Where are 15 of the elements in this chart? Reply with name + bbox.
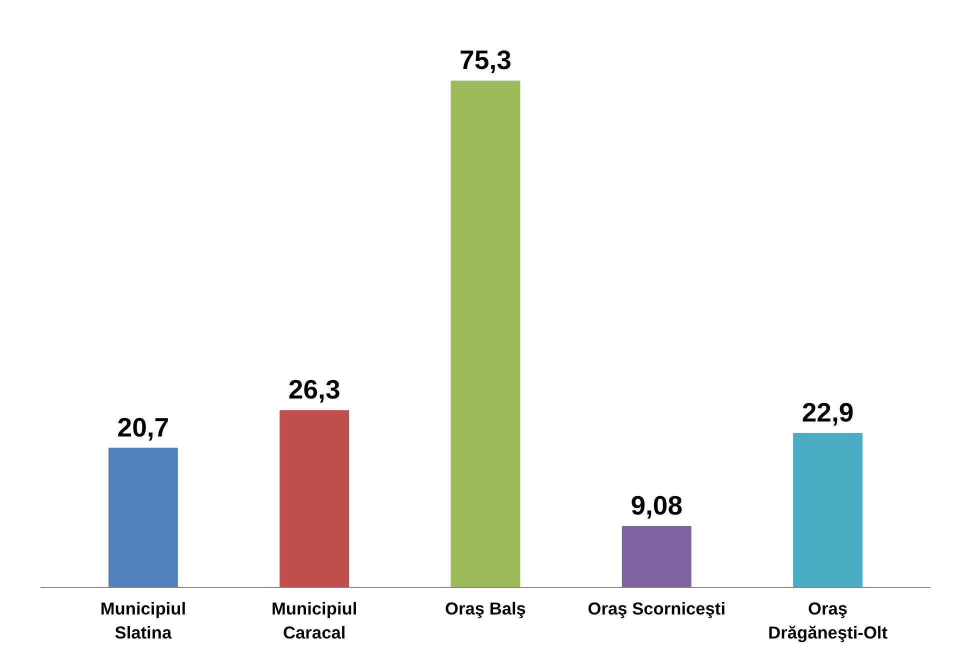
data-label: 75,3 [460, 45, 512, 76]
bar [108, 448, 178, 588]
x-tick-label: Oraş Scorniceşti [588, 598, 726, 618]
x-tick-label: Oraş Drăgăneşti-Olt [768, 598, 888, 642]
data-label: 22,9 [802, 398, 854, 428]
data-label: 26,3 [288, 374, 340, 405]
data-label: 9,08 [630, 490, 683, 520]
x-tick-label: Municipiul Slatina [100, 598, 186, 642]
bar [280, 410, 350, 588]
bar [793, 433, 863, 588]
bar [450, 80, 520, 588]
x-tick-label: Oraş Balş [445, 598, 526, 618]
x-tick-label: Municipiul Caracal [272, 598, 358, 642]
bar [622, 526, 692, 588]
data-label: 20,7 [117, 412, 170, 442]
